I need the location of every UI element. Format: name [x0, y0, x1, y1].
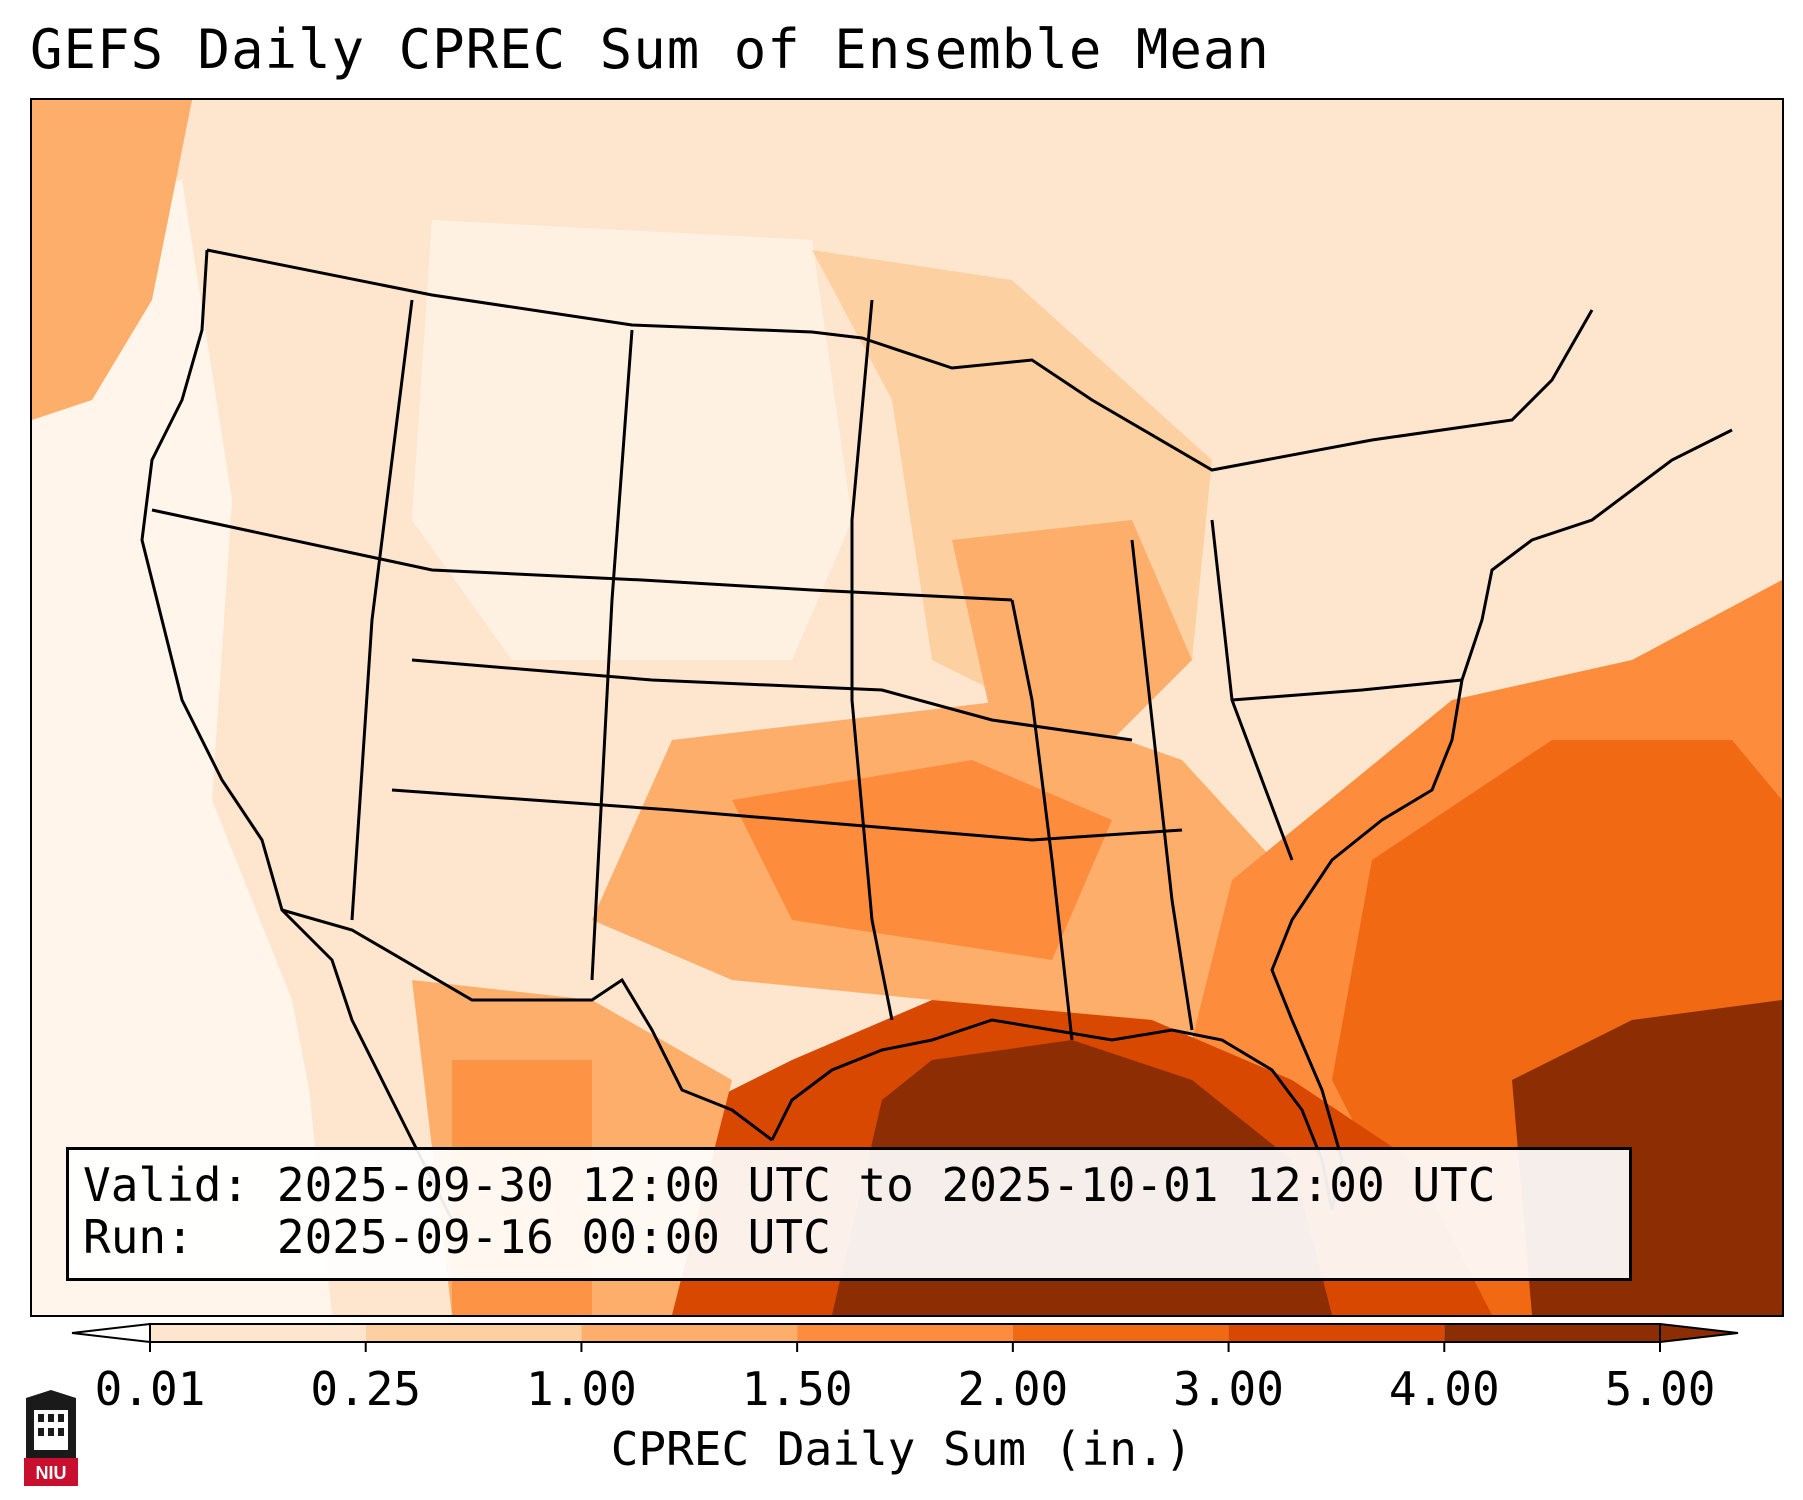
niu-logo: NIU	[24, 1390, 78, 1486]
colorbar-tick-label: 0.01	[94, 1362, 206, 1416]
colorbar-tick-label: 1.50	[741, 1362, 853, 1416]
colorbar-tick-label: 0.25	[310, 1362, 422, 1416]
colorbar-segment	[365, 1324, 582, 1342]
colorbar-segment	[1444, 1324, 1660, 1342]
valid-value: 2025-09-30 12:00 UTC to 2025-10-01 12:00…	[276, 1158, 1496, 1212]
colorbar	[71, 1322, 1739, 1352]
colorbar-tick-label: 3.00	[1173, 1362, 1284, 1416]
precip-shading	[32, 100, 1782, 1315]
colorbar-segment	[797, 1324, 1013, 1342]
colorbar-label: CPREC Daily Sum (in.)	[610, 1422, 1193, 1476]
validity-info-box: Valid: 2025-09-30 12:00 UTC to 2025-10-0…	[66, 1147, 1632, 1281]
precipitation-map	[30, 98, 1784, 1317]
colorbar-ticks	[149, 1342, 1661, 1352]
colorbar-tick-label: 4.00	[1388, 1362, 1500, 1416]
run-label: Run:	[83, 1210, 194, 1264]
colorbar-tick-label: 2.00	[957, 1362, 1069, 1416]
run-line: Run: 2025-09-16 00:00 UTC	[83, 1210, 831, 1264]
colorbar-segment	[150, 1324, 366, 1342]
colorbar-segment	[581, 1324, 798, 1342]
colorbar-segments	[71, 1322, 1739, 1344]
valid-line: Valid: 2025-09-30 12:00 UTC to 2025-10-0…	[83, 1158, 1495, 1212]
map-title: GEFS Daily CPREC Sum of Ensemble Mean	[30, 18, 1270, 81]
colorbar-extend-right	[1659, 1322, 1739, 1344]
colorbar-segment	[1012, 1324, 1229, 1342]
map-borders	[140, 248, 1733, 1221]
map-canvas	[32, 100, 1782, 1315]
colorbar-outline	[149, 1323, 1661, 1343]
run-value: 2025-09-16 00:00 UTC	[276, 1210, 831, 1264]
colorbar-extend-left	[71, 1322, 151, 1344]
colorbar-tick-label: 5.00	[1604, 1362, 1716, 1416]
colorbar-tick-label: 1.00	[526, 1362, 637, 1416]
logo-text: NIU	[36, 1463, 67, 1483]
valid-label: Valid:	[83, 1158, 250, 1212]
colorbar-segment	[1228, 1324, 1445, 1342]
